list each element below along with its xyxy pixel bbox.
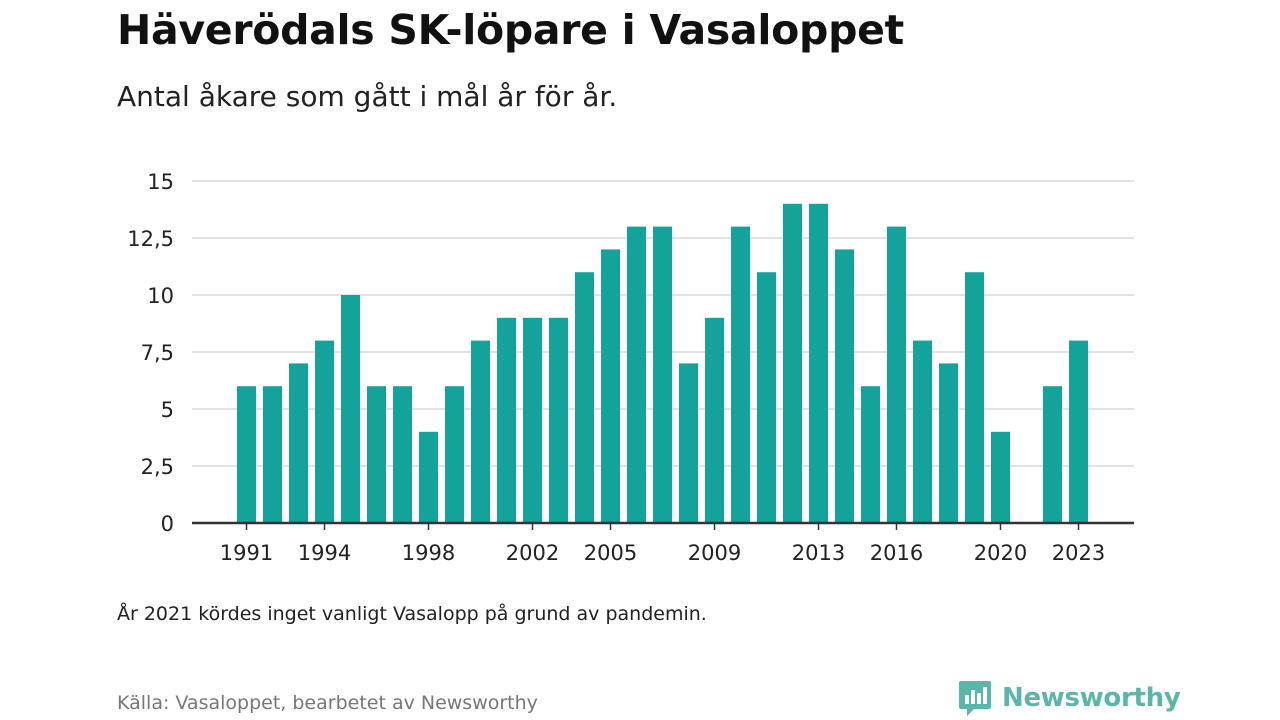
bar-2017 — [913, 340, 932, 523]
bar-1991 — [237, 386, 256, 523]
bar-chart: 0 2,5 5 7,5 10 12,5 15 1991 1994 1998 2002 2005 2009… — [127, 170, 1134, 565]
bar-2019 — [965, 272, 984, 523]
y-tick-label: 2,5 — [141, 455, 174, 479]
axes: 0 2,5 5 7,5 10 12,5 15 1991 1994 1998 2002 2005 2009… — [127, 170, 1134, 565]
x-tick-label: 1991 — [220, 541, 273, 565]
bar-1993 — [289, 363, 308, 523]
y-tick-label: 5 — [161, 398, 174, 422]
bar-2016 — [887, 226, 906, 523]
bar-2006 — [627, 226, 646, 523]
y-tick-label: 7,5 — [141, 341, 174, 365]
bar-1995 — [341, 295, 360, 523]
bar-2022 — [1043, 386, 1062, 523]
x-tick-label: 2023 — [1052, 541, 1105, 565]
y-tick-label: 15 — [147, 170, 174, 194]
chart-subtitle: Antal åkare som gått i mål år för år. — [117, 80, 618, 113]
bar-1997 — [393, 386, 412, 523]
bar-2004 — [575, 272, 594, 523]
bar-2001 — [497, 317, 516, 523]
newsworthy-logo[interactable]: Newsworthy — [958, 679, 1181, 717]
bar-2003 — [549, 317, 568, 523]
y-tick-label: 10 — [147, 284, 174, 308]
bar-2013 — [809, 203, 828, 524]
x-tick-label: 2009 — [688, 541, 741, 565]
footnote: År 2021 kördes inget vanligt Vasalopp på… — [117, 603, 707, 625]
bar-2009 — [705, 317, 724, 523]
bar-2023 — [1069, 340, 1088, 523]
bar-1999 — [445, 386, 464, 523]
bar-2007 — [653, 226, 672, 523]
x-tick-label: 2002 — [506, 541, 559, 565]
bar-2002 — [523, 317, 542, 523]
x-tick-label: 1994 — [298, 541, 351, 565]
bar-1996 — [367, 386, 386, 523]
logo-text: Newsworthy — [1002, 683, 1181, 713]
bar-2018 — [939, 363, 958, 523]
x-tick-label: 1998 — [402, 541, 455, 565]
newsworthy-logo-icon — [959, 681, 991, 716]
bars — [237, 203, 1088, 524]
source-credit: Källa: Vasaloppet, bearbetet av Newswort… — [117, 692, 538, 714]
y-tick-label: 0 — [161, 512, 174, 536]
bar-2020 — [991, 431, 1010, 523]
bar-2015 — [861, 386, 880, 523]
chart-title: Häverödals SK-löpare i Vasaloppet — [117, 6, 904, 54]
bar-2014 — [835, 249, 854, 523]
bar-2012 — [783, 203, 802, 524]
bar-2008 — [679, 363, 698, 523]
bar-2011 — [757, 272, 776, 523]
x-tick-label: 2013 — [792, 541, 845, 565]
bar-1992 — [263, 386, 282, 523]
x-tick-label: 2005 — [584, 541, 637, 565]
bar-1998 — [419, 431, 438, 523]
y-tick-label: 12,5 — [127, 227, 174, 251]
x-tick-label: 2020 — [974, 541, 1027, 565]
x-tick-label: 2016 — [870, 541, 923, 565]
bar-2005 — [601, 249, 620, 523]
bar-2010 — [731, 226, 750, 523]
bar-1994 — [315, 340, 334, 523]
bar-2000 — [471, 340, 490, 523]
